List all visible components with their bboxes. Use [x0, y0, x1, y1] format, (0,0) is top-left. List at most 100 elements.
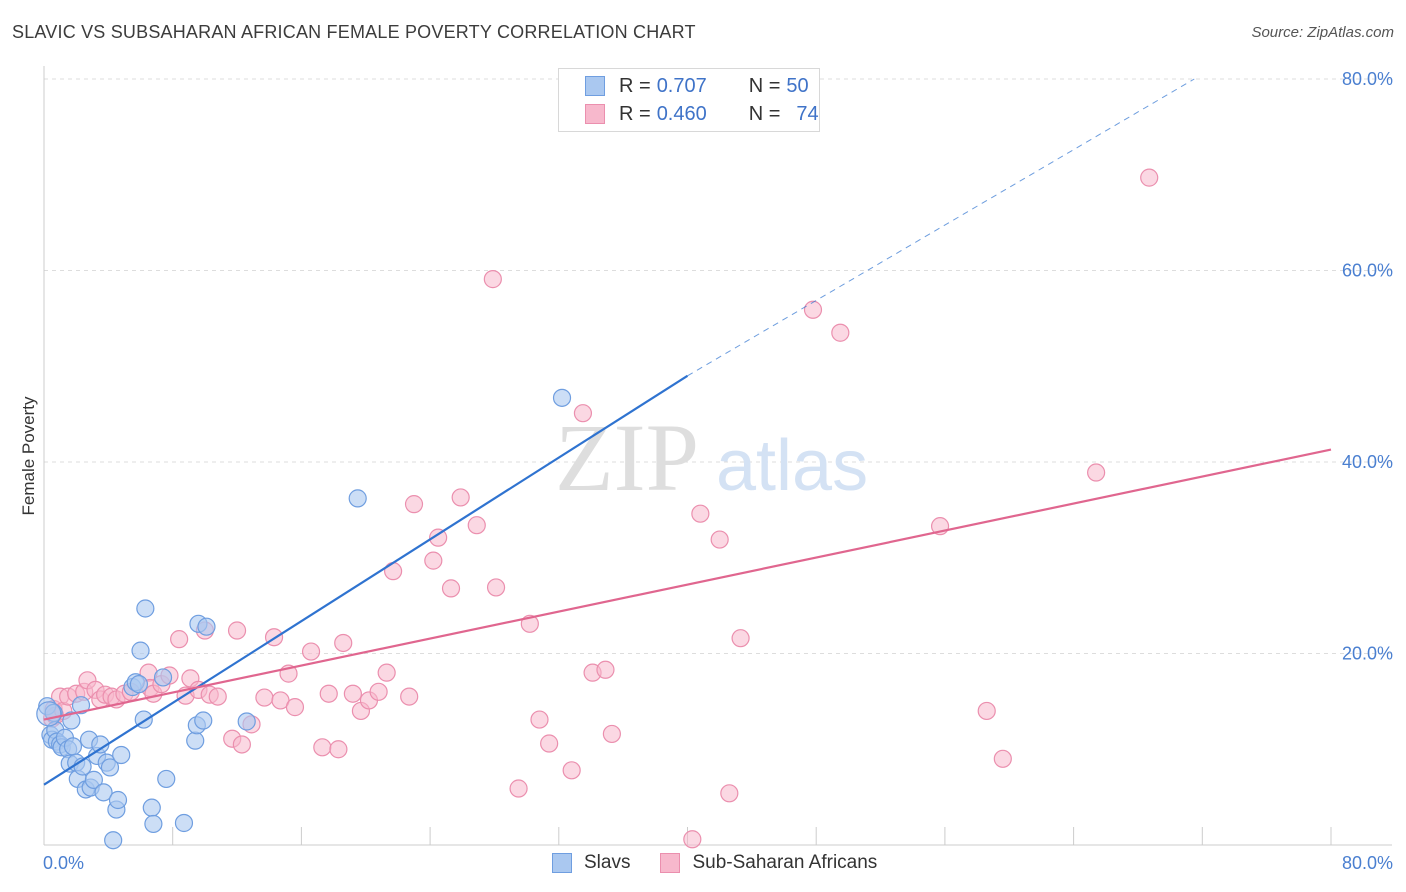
x-tick-label: 80.0%: [1342, 853, 1393, 873]
data-point-slavs: [129, 675, 149, 694]
series-slavs-points: [36, 388, 572, 850]
trendlines: [43, 78, 1332, 786]
data-point-africans: [596, 660, 615, 679]
data-point-africans: [993, 749, 1012, 768]
data-point-africans: [232, 735, 251, 754]
bottom-legend-label-slavs: Slavs: [584, 852, 631, 873]
y-tick-label: 20.0%: [1342, 644, 1393, 664]
legend-r-label: R =: [619, 102, 651, 125]
data-point-africans: [255, 688, 274, 707]
data-point-africans: [334, 633, 353, 653]
data-point-africans: [530, 710, 549, 729]
data-point-africans: [509, 779, 528, 798]
data-point-africans: [285, 698, 305, 717]
data-point-slavs: [71, 696, 91, 715]
watermark-zip: ZIP: [555, 404, 699, 511]
data-point-africans: [208, 687, 227, 706]
data-point-slavs: [194, 711, 213, 730]
trendline-slavs-extension: [687, 78, 1195, 377]
data-point-africans: [803, 300, 823, 319]
data-point-slavs: [174, 813, 194, 833]
data-point-slavs: [100, 758, 120, 777]
data-point-slavs: [84, 770, 103, 789]
data-point-africans: [831, 323, 850, 342]
data-point-slavs: [94, 783, 113, 802]
trendline-slavs: [43, 374, 689, 786]
data-point-slavs: [62, 711, 81, 730]
data-point-africans: [720, 784, 739, 803]
x-tick-label: 0.0%: [43, 853, 84, 873]
y-axis-label: Female Poverty: [19, 396, 38, 516]
data-point-africans: [369, 682, 388, 701]
legend-n-label: N =: [748, 102, 781, 125]
data-point-africans: [710, 530, 729, 549]
data-point-africans: [573, 404, 593, 423]
legend-r-value: 0.460: [656, 102, 707, 125]
data-point-slavs: [63, 737, 83, 756]
data-point-africans: [227, 621, 247, 640]
bottom-legend-slavs: Slavs: [552, 852, 630, 874]
data-point-slavs: [142, 798, 161, 817]
data-point-africans: [404, 495, 424, 514]
legend-swatch-africans: [585, 104, 605, 124]
legend-n-value: 50: [786, 74, 809, 97]
data-point-slavs: [348, 489, 367, 508]
data-point-slavs: [36, 701, 62, 727]
bottom-legend-swatch-slavs: [552, 853, 572, 873]
data-point-africans: [1087, 463, 1106, 482]
data-point-slavs: [237, 712, 256, 731]
data-point-slavs: [104, 831, 123, 850]
chart-title: SLAVIC VS SUBSAHARAN AFRICAN FEMALE POVE…: [12, 22, 696, 42]
data-point-africans: [301, 642, 321, 661]
data-point-africans: [1140, 168, 1159, 187]
legend-n-label: N =: [748, 74, 781, 97]
data-point-africans: [429, 528, 448, 547]
legend-n-value: 74: [796, 102, 819, 125]
data-point-africans: [486, 578, 506, 597]
data-point-africans: [377, 663, 396, 682]
legend-row-slavs: R = 0.707 N = 50: [585, 73, 809, 99]
bottom-legend-label-africans: Sub-Saharan Africans: [692, 852, 878, 873]
data-point-slavs: [144, 814, 163, 834]
data-point-slavs: [112, 745, 131, 765]
data-point-africans: [467, 516, 486, 535]
watermark: ZIP atlas: [555, 404, 868, 511]
bottom-legend: Slavs Sub-Saharan Africans: [552, 852, 907, 874]
tick-labels: 20.0% 40.0% 60.0% 80.0% 0.0% 80.0%: [43, 69, 1393, 873]
data-point-africans: [977, 701, 996, 721]
bottom-legend-swatch-africans: [660, 853, 681, 873]
data-point-africans: [441, 579, 461, 598]
legend-row-africans: R = 0.460 N = 74: [585, 101, 819, 127]
legend-swatch-slavs: [585, 76, 605, 96]
trendline-africans: [43, 448, 1332, 721]
data-point-africans: [691, 504, 710, 523]
data-point-africans: [400, 687, 419, 706]
data-point-slavs: [131, 641, 150, 660]
data-point-slavs: [136, 599, 155, 618]
gridlines: [44, 78, 1392, 654]
data-point-slavs: [108, 790, 128, 810]
data-point-africans: [343, 684, 362, 703]
data-point-africans: [451, 488, 470, 507]
data-point-africans: [683, 830, 702, 849]
y-tick-label: 80.0%: [1342, 69, 1393, 89]
legend-r-value: 0.707: [656, 74, 707, 97]
y-tick-label: 60.0%: [1342, 261, 1393, 281]
source-label: Source: ZipAtlas.com: [1251, 24, 1394, 41]
data-point-africans: [319, 684, 338, 703]
data-point-slavs: [157, 769, 176, 789]
data-point-africans: [383, 562, 403, 581]
data-point-slavs: [197, 617, 216, 636]
data-point-africans: [170, 630, 189, 649]
data-point-slavs: [552, 388, 572, 407]
legend-r-label: R =: [619, 74, 651, 97]
data-point-africans: [540, 734, 559, 753]
data-point-africans: [562, 761, 581, 780]
y-tick-label: 40.0%: [1342, 452, 1393, 472]
data-point-africans: [731, 629, 750, 648]
data-point-africans: [602, 724, 621, 744]
data-point-africans: [483, 270, 502, 289]
watermark-atlas: atlas: [716, 426, 868, 506]
data-point-africans: [329, 740, 348, 759]
